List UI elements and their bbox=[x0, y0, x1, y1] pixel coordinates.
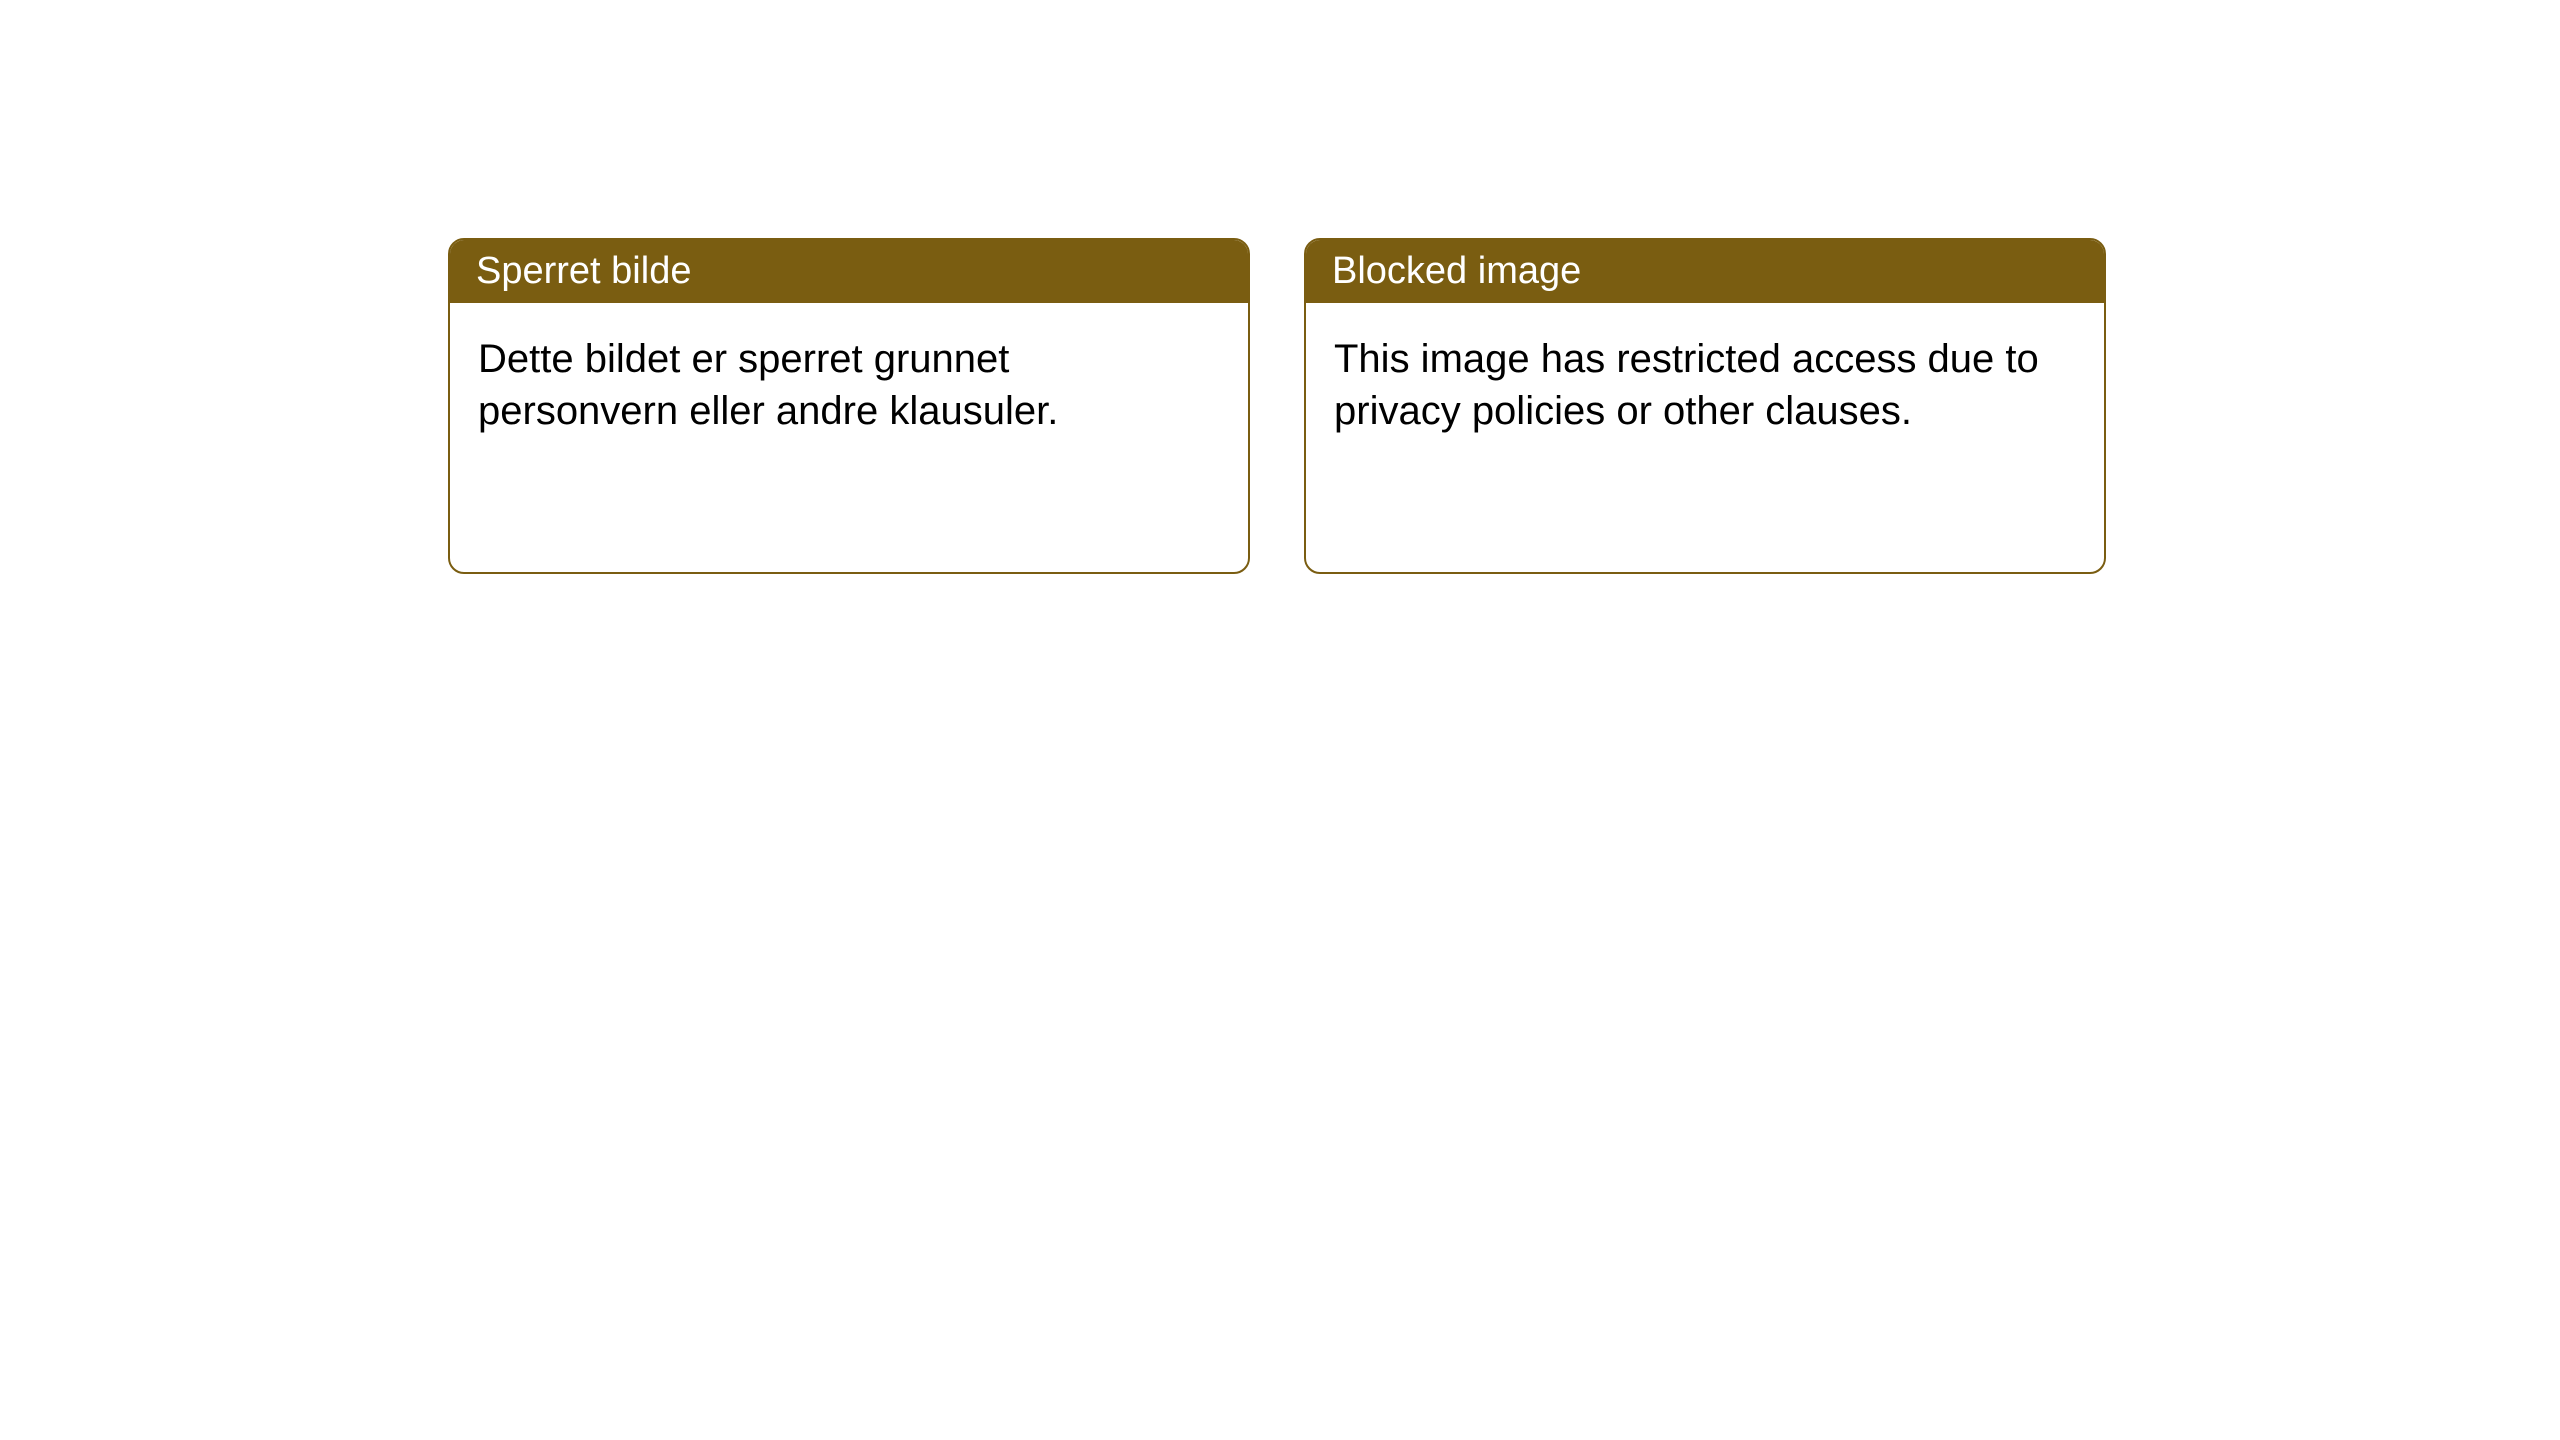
card-body-text: This image has restricted access due to … bbox=[1334, 337, 2039, 433]
card-body-text: Dette bildet er sperret grunnet personve… bbox=[478, 337, 1058, 433]
card-header-text: Sperret bilde bbox=[476, 250, 691, 292]
card-header: Blocked image bbox=[1306, 240, 2104, 303]
card-body: This image has restricted access due to … bbox=[1306, 303, 2104, 467]
blocked-image-card-english: Blocked image This image has restricted … bbox=[1304, 238, 2106, 574]
cards-container: Sperret bilde Dette bildet er sperret gr… bbox=[448, 238, 2106, 574]
card-body: Dette bildet er sperret grunnet personve… bbox=[450, 303, 1248, 467]
card-header: Sperret bilde bbox=[450, 240, 1248, 303]
card-header-text: Blocked image bbox=[1332, 250, 1581, 292]
blocked-image-card-norwegian: Sperret bilde Dette bildet er sperret gr… bbox=[448, 238, 1250, 574]
